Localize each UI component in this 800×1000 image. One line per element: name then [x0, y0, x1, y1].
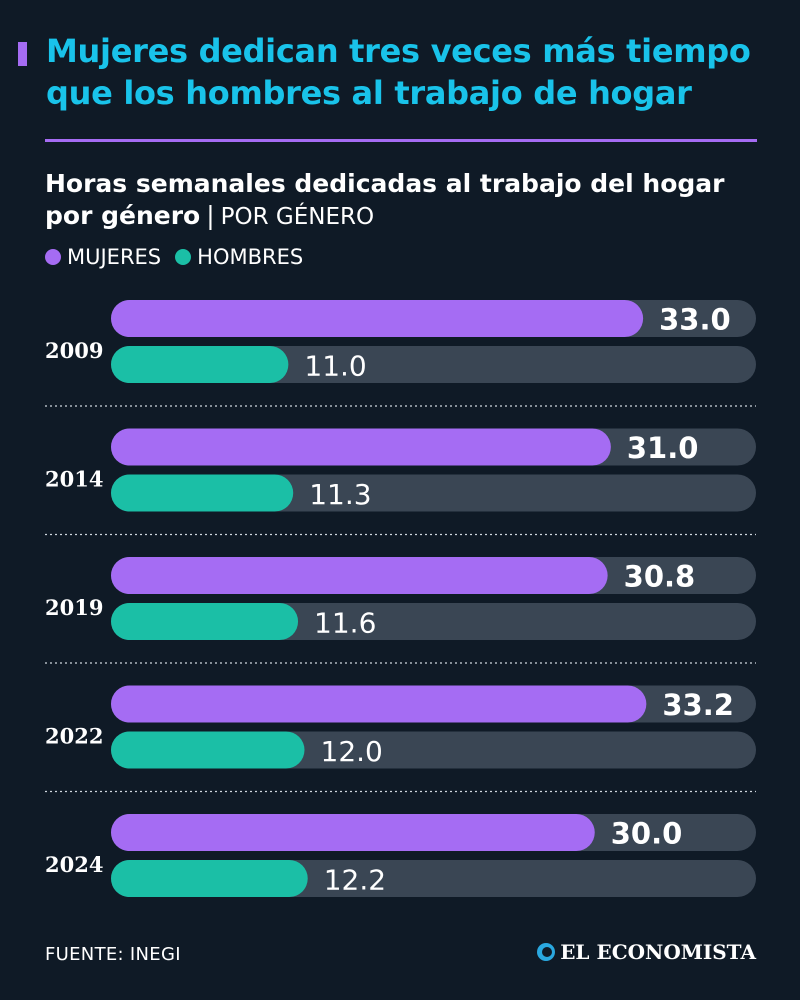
- legend-dot-mujeres: [45, 249, 61, 265]
- value-label-hombres: 11.6: [314, 607, 376, 640]
- bar-mujeres: [111, 428, 611, 466]
- value-label-hombres: 12.2: [324, 864, 386, 897]
- bar-hombres: [111, 731, 305, 769]
- legend-item-hombres: HOMBRES: [175, 245, 303, 269]
- title-block: Mujeres dedican tres veces más tiempo qu…: [18, 30, 778, 114]
- value-label-mujeres: 31.0: [627, 431, 699, 465]
- value-label-mujeres: 30.8: [624, 560, 696, 594]
- footer-brand: EL ECONOMISTA: [537, 940, 756, 964]
- year-label: 2014: [45, 467, 103, 492]
- year-label: 2009: [45, 338, 103, 363]
- bar-mujeres: [111, 685, 647, 723]
- chart-legend: MUJERES HOMBRES: [45, 245, 317, 269]
- chart-subtitle: Horas semanales dedicadas al trabajo del…: [45, 168, 745, 233]
- year-label: 2022: [45, 724, 103, 749]
- bar-hombres: [111, 346, 289, 383]
- bar-hombres: [111, 474, 294, 512]
- year-label: 2019: [45, 595, 103, 620]
- bar-mujeres: [111, 300, 644, 337]
- value-label-hombres: 12.0: [321, 735, 383, 768]
- bar-hombres: [111, 860, 308, 897]
- chart-title: Horas semanales dedicadas al trabajo del…: [45, 169, 725, 230]
- bar-mujeres: [111, 557, 608, 594]
- bar-hombres: [111, 603, 299, 640]
- title-accent-bar: [18, 42, 27, 66]
- page-title: Mujeres dedican tres veces más tiempo qu…: [46, 32, 751, 112]
- title-divider: [45, 139, 757, 142]
- bar-mujeres: [111, 814, 595, 851]
- value-label-hombres: 11.3: [309, 478, 371, 511]
- value-label-mujeres: 30.0: [611, 817, 683, 851]
- brand-name: EL ECONOMISTA: [560, 940, 756, 964]
- legend-item-mujeres: MUJERES: [45, 245, 161, 269]
- value-label-mujeres: 33.2: [662, 688, 734, 722]
- value-label-mujeres: 33.0: [659, 303, 731, 337]
- legend-label-mujeres: MUJERES: [67, 245, 162, 269]
- value-label-hombres: 11.0: [304, 350, 366, 383]
- brand-logo-icon: [537, 943, 556, 961]
- subtitle-separator: |: [206, 201, 215, 230]
- footer-source: FUENTE: INEGI: [45, 944, 181, 965]
- legend-label-hombres: HOMBRES: [197, 245, 304, 269]
- year-label: 2024: [45, 852, 103, 877]
- legend-dot-hombres: [175, 249, 192, 265]
- chart-subtitle-tag: POR GÉNERO: [220, 204, 375, 230]
